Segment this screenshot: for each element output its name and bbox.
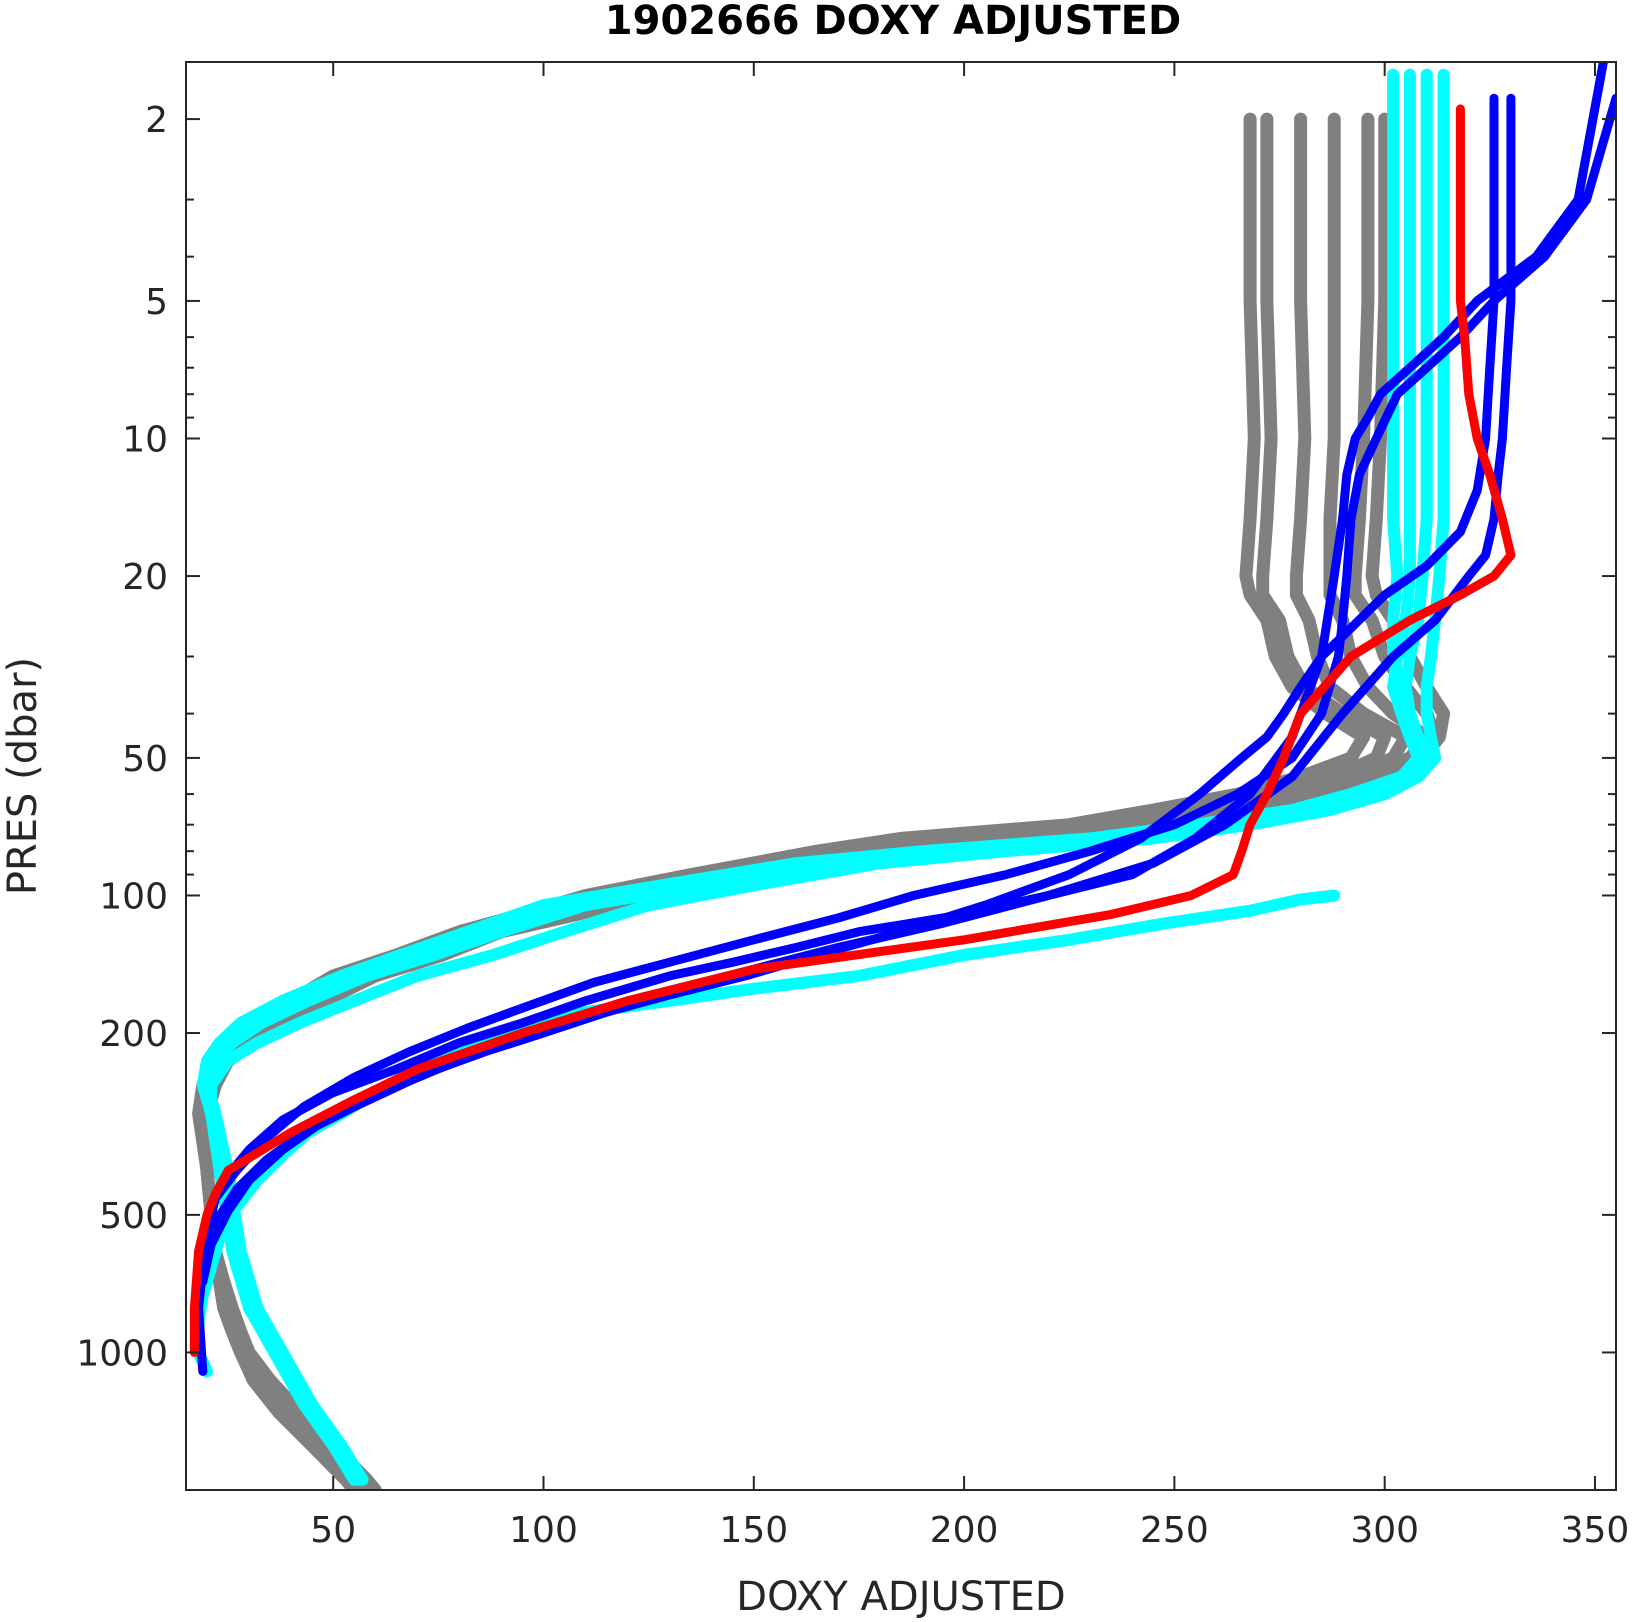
y-tick-label: 50 xyxy=(122,739,168,780)
profile-line-previous-14 xyxy=(198,93,1499,1287)
y-tick-label: 200 xyxy=(99,1014,168,1055)
chart-title: 1902666 DOXY ADJUSTED xyxy=(605,0,1181,44)
y-tick-label: 2 xyxy=(145,100,168,141)
x-axis-label: DOXY ADJUSTED xyxy=(736,1574,1065,1620)
x-tick-label: 50 xyxy=(310,1510,356,1551)
y-tick-label: 10 xyxy=(122,420,168,461)
x-tick-label: 150 xyxy=(719,1510,788,1551)
x-axis: 50 100 150 200 250 300 350 xyxy=(310,62,1629,1551)
y-axis: 2 5 10 20 50 100 200 500 1000 xyxy=(76,100,1616,1374)
y-tick-label: 500 xyxy=(99,1196,168,1237)
x-tick-label: 350 xyxy=(1561,1510,1630,1551)
y-tick-label: 20 xyxy=(122,557,168,598)
y-tick-label: 5 xyxy=(145,282,168,323)
y-axis-label: PRES (dbar) xyxy=(0,657,46,895)
profile-line-recent-7 xyxy=(196,68,1425,1486)
series-layer xyxy=(189,62,1616,1490)
x-tick-label: 250 xyxy=(1140,1510,1209,1551)
y-tick-label: 1000 xyxy=(76,1333,168,1374)
x-tick-label: 200 xyxy=(930,1510,999,1551)
x-tick-label: 300 xyxy=(1350,1510,1419,1551)
profile-line-previous-12 xyxy=(194,93,1616,1376)
x-tick-label: 100 xyxy=(509,1510,578,1551)
y-tick-label: 100 xyxy=(99,876,168,917)
profile-line-latest-15 xyxy=(189,104,1516,1357)
plot-frame xyxy=(185,61,1617,1491)
